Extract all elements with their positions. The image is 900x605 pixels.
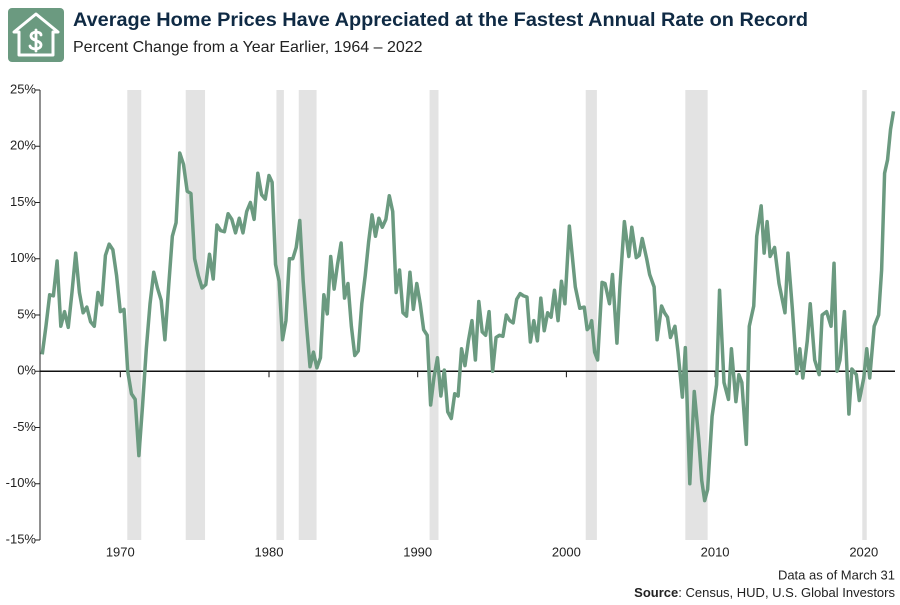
x-tick-label: 2010 [701,544,730,559]
recession-band [585,90,597,540]
recession-band [127,90,142,540]
y-tick-label: -5% [13,419,37,434]
recession-band [185,90,206,540]
y-tick-label: 20% [10,138,36,153]
x-tick-label: 1970 [106,544,135,559]
y-tick-label: 25% [10,81,36,96]
x-tick-label: 1990 [403,544,432,559]
y-tick-label: -15% [6,531,37,546]
plot-area: -15% -10% -5% 0% 5% 10% 15% 20% 25% 1970 1980 1990 2… [6,81,896,559]
y-tick-label: 15% [10,194,36,209]
chart-title: Average Home Prices Have Appreciated at … [73,10,808,31]
source-text: : Census, HUD, U.S. Global Investors [678,585,895,600]
data-note: Data as of March 31 [778,567,895,582]
x-tick-label: 2000 [552,544,581,559]
source-label: Source [634,585,678,600]
chart-subtitle: Percent Change from a Year Earlier, 1964… [73,39,423,56]
y-tick-label: -10% [6,475,37,490]
recession-band [429,90,439,540]
house-icon [8,8,64,62]
source-note: Source: Census, HUD, U.S. Global Investo… [634,585,895,600]
recession-band [862,90,867,540]
recession-band [298,90,317,540]
x-tick-label: 1980 [255,544,284,559]
price-change-line [40,111,896,503]
y-tick-label: 10% [10,250,36,265]
x-tick-label: 2020 [849,544,878,559]
y-tick-label: 0% [17,363,36,378]
y-tick-label: 5% [17,306,36,321]
